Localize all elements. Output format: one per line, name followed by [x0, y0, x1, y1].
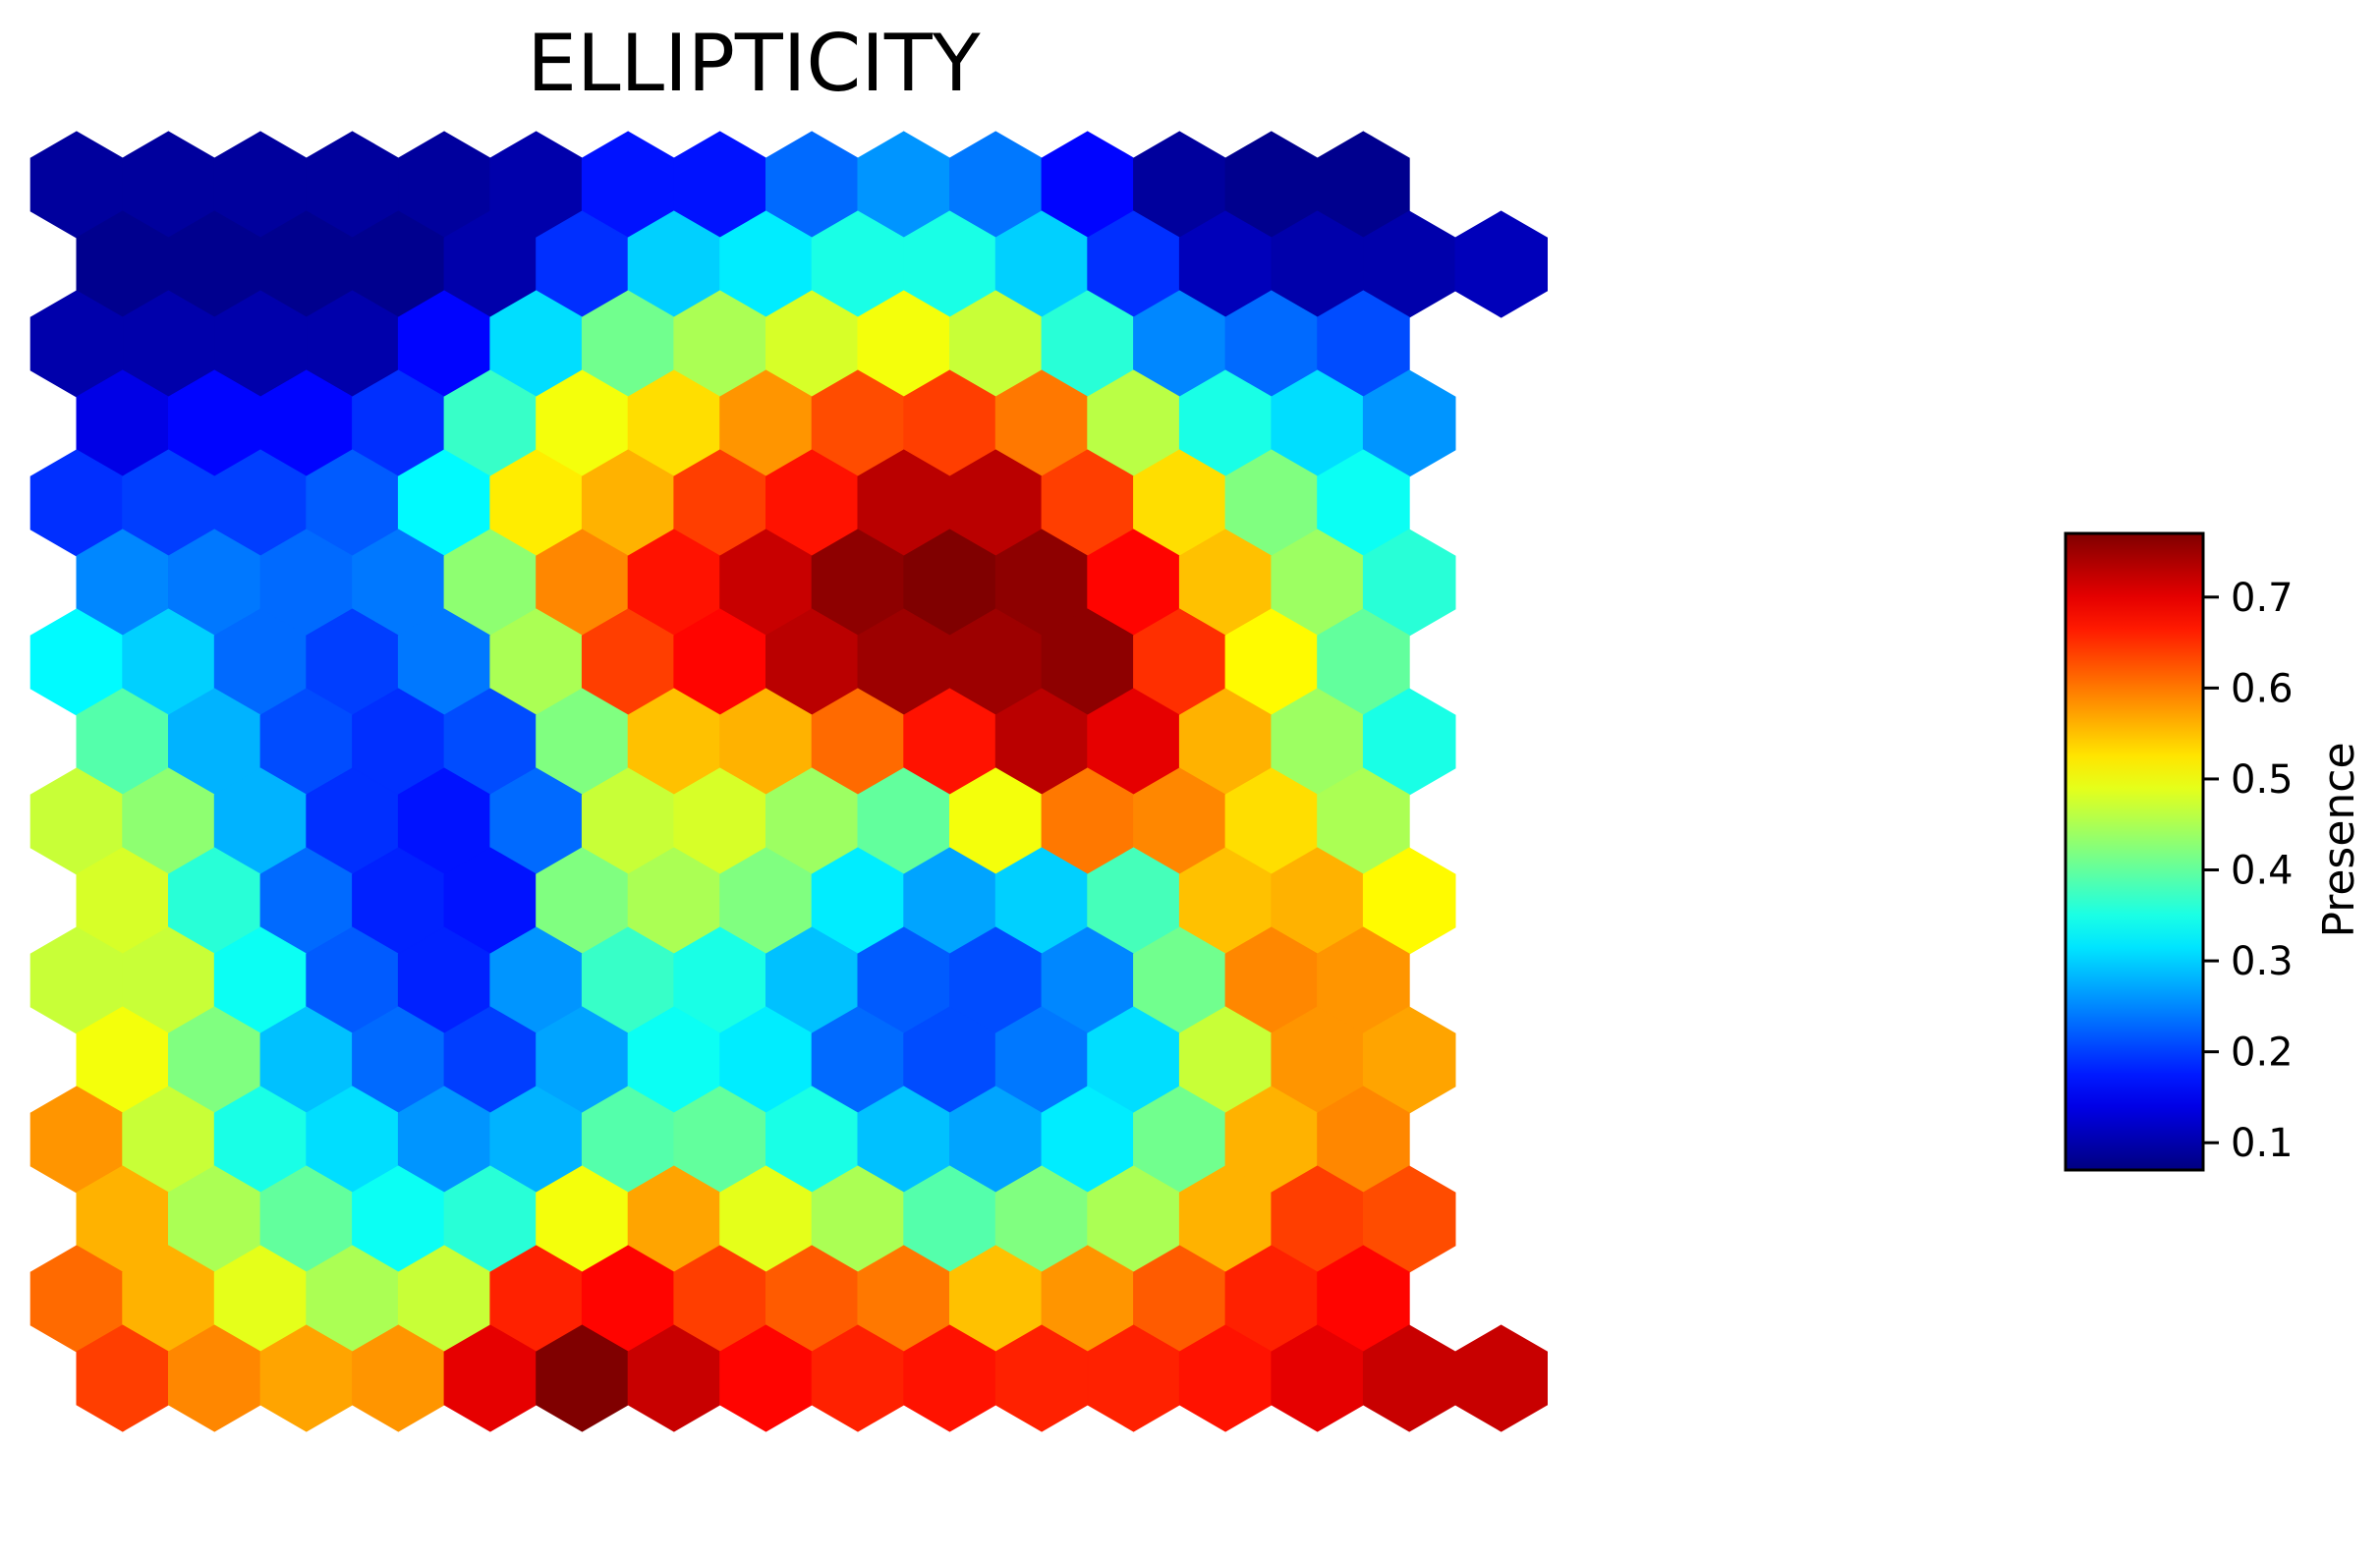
colorbar-ticks: 0.1 0.2 0.3 0.4 0.5 0.6 0.7: [2203, 576, 2294, 1166]
colorbar-tick-label: 0.2: [2231, 1031, 2294, 1076]
hex-cell: [1454, 210, 1548, 318]
colorbar: 0.1 0.2 0.3 0.4 0.5 0.6 0.7 Presence: [2064, 531, 2364, 1172]
colorbar-gradient: [2064, 531, 2205, 1172]
colorbar-tick-label: 0.4: [2231, 849, 2294, 894]
colorbar-tick-label: 0.1: [2231, 1121, 2294, 1166]
colorbar-tick-label: 0.5: [2231, 757, 2294, 803]
colorbar-label: Presence: [2314, 742, 2364, 937]
hex-cell: [1454, 1324, 1548, 1432]
colorbar-tick-label: 0.6: [2231, 666, 2294, 711]
colorbar-tick-label: 0.7: [2231, 576, 2294, 621]
hex-grid: [29, 131, 1548, 1432]
chart-title: ELLIPTICITY: [527, 18, 981, 109]
colorbar-tick-label: 0.3: [2231, 939, 2294, 984]
